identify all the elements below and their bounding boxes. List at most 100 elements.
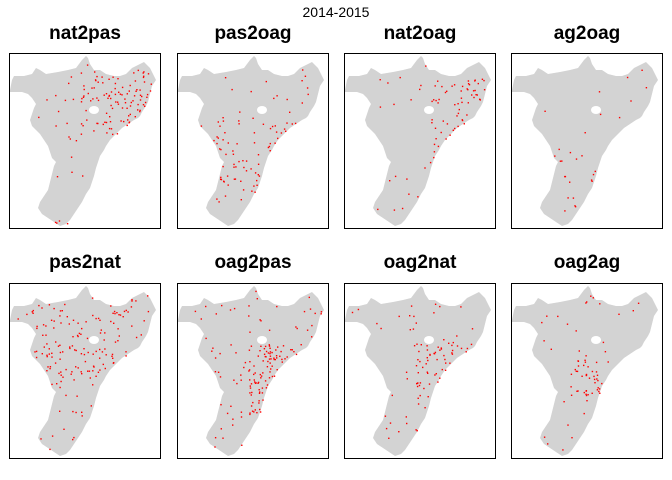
map-panel-pas2nat <box>9 283 161 459</box>
change-point <box>457 103 459 105</box>
change-point <box>428 383 431 385</box>
change-point <box>454 127 456 130</box>
change-point <box>412 328 415 330</box>
change-point <box>602 341 605 344</box>
change-point <box>205 305 207 308</box>
change-point <box>80 371 82 373</box>
change-point <box>379 106 382 108</box>
change-point <box>240 374 242 376</box>
change-point <box>233 163 235 166</box>
panel-title: pas2nat <box>49 252 121 273</box>
panel-title: pas2oag <box>214 23 292 44</box>
change-point <box>117 103 120 105</box>
region-map <box>10 286 156 456</box>
change-point <box>599 113 602 116</box>
change-point <box>233 307 236 310</box>
change-point <box>273 358 275 361</box>
district-hole <box>424 336 434 344</box>
change-point <box>559 160 562 162</box>
change-point <box>58 372 60 375</box>
map-panel-oag2pas <box>177 283 329 459</box>
change-point <box>108 127 111 130</box>
change-point <box>72 410 74 413</box>
change-point <box>86 337 89 340</box>
change-point <box>380 327 382 330</box>
change-point <box>92 384 94 386</box>
change-point <box>569 181 571 183</box>
change-point <box>217 121 219 123</box>
change-point <box>63 428 65 430</box>
change-point <box>269 351 272 353</box>
change-point <box>236 382 238 385</box>
change-point <box>96 75 98 78</box>
change-point <box>595 361 598 364</box>
change-point <box>467 80 470 82</box>
change-point <box>121 94 123 96</box>
change-point <box>388 437 390 439</box>
change-point <box>466 88 468 90</box>
change-point <box>257 163 260 165</box>
change-point <box>451 349 454 352</box>
change-point <box>249 392 251 394</box>
change-point <box>40 438 42 440</box>
change-point <box>575 330 577 332</box>
change-point <box>250 90 252 93</box>
change-point <box>240 180 242 182</box>
change-point <box>431 100 433 103</box>
change-point <box>80 101 83 103</box>
change-point <box>443 339 445 341</box>
change-point <box>112 357 114 359</box>
change-point <box>280 350 282 353</box>
change-point <box>94 71 96 73</box>
change-point <box>127 311 129 313</box>
change-point <box>457 125 459 128</box>
change-point <box>142 72 144 74</box>
change-point <box>575 158 578 160</box>
change-point <box>410 99 412 101</box>
change-point <box>125 309 127 312</box>
change-point <box>128 90 130 92</box>
change-point <box>54 362 57 364</box>
change-point <box>147 73 150 75</box>
change-point <box>232 424 234 426</box>
change-point <box>81 97 83 100</box>
change-point <box>547 443 549 445</box>
change-point <box>243 166 245 169</box>
change-point <box>36 327 38 330</box>
change-point <box>251 391 253 394</box>
change-point <box>107 97 109 99</box>
change-point <box>108 94 111 97</box>
change-point <box>59 358 61 360</box>
change-point <box>62 351 64 353</box>
change-point <box>71 171 73 173</box>
change-point <box>215 313 217 315</box>
change-point <box>220 148 222 151</box>
change-point <box>46 343 48 345</box>
change-point <box>75 411 77 414</box>
change-point <box>32 312 34 314</box>
change-point <box>253 142 256 144</box>
change-point <box>64 99 67 102</box>
change-point <box>254 191 256 193</box>
change-point <box>591 370 594 373</box>
change-point <box>219 148 221 150</box>
change-point <box>585 355 587 357</box>
change-point <box>406 378 408 380</box>
change-point <box>86 119 88 121</box>
change-point <box>34 351 36 353</box>
change-point <box>268 345 271 347</box>
change-point <box>99 369 101 371</box>
change-point <box>49 367 51 370</box>
change-point <box>96 97 98 99</box>
change-point <box>266 366 269 368</box>
change-point <box>446 90 448 92</box>
change-point <box>591 180 593 182</box>
change-point <box>242 189 245 191</box>
change-point <box>253 411 255 413</box>
change-point <box>72 336 74 338</box>
change-point <box>102 82 104 84</box>
change-point <box>41 353 43 355</box>
change-point <box>418 384 421 387</box>
change-point <box>48 348 50 350</box>
change-point <box>253 132 256 134</box>
